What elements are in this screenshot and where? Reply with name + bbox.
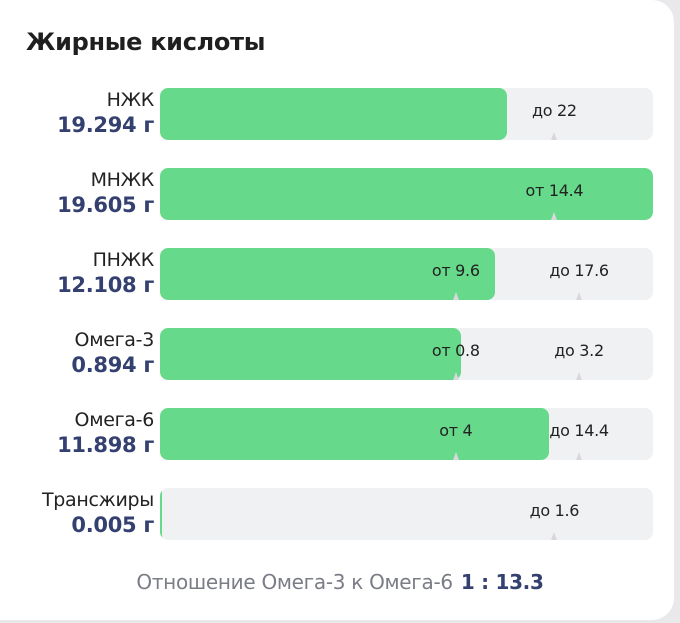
range-marker-label: от 0.8 (431, 341, 480, 360)
progress-track: до 22 (160, 88, 653, 140)
nutrient-row: Омега-3 0.894 г от 0.8 до 3.2 (0, 328, 680, 382)
range-marker-label: от 9.6 (431, 261, 480, 280)
range-marker-icon (551, 132, 558, 140)
nutrient-value: 19.605 г (57, 193, 154, 217)
range-marker-icon (576, 292, 583, 300)
omega-ratio-value: 1 : 13.3 (460, 570, 544, 594)
nutrient-value: 0.005 г (71, 513, 154, 537)
nutrient-row: Трансжиры 0.005 г до 1.6 (0, 488, 680, 542)
progress-fill (160, 88, 508, 140)
nutrient-name: Трансжиры (41, 489, 154, 511)
range-marker-icon (551, 532, 558, 540)
nutrient-label: Омега-6 11.898 г (57, 408, 154, 458)
nutrient-label: Омега-3 0.894 г (71, 328, 154, 378)
range-marker-label: до 1.6 (529, 501, 580, 520)
nutrient-label: НЖК 19.294 г (57, 88, 154, 138)
omega-ratio: Отношение Омега-3 к Омега-6 1 : 13.3 (0, 570, 680, 594)
nutrient-label: Трансжиры 0.005 г (42, 488, 154, 538)
range-marker-icon (576, 372, 583, 380)
range-marker-label: до 14.4 (549, 421, 609, 440)
nutrient-name: НЖК (106, 89, 155, 111)
range-marker-label: до 3.2 (554, 341, 604, 360)
range-marker-label: до 17.6 (549, 261, 609, 280)
progress-track: от 9.6 до 17.6 (160, 248, 653, 300)
range-marker-icon (551, 212, 558, 220)
nutrient-value: 11.898 г (57, 433, 154, 457)
progress-track: до 1.6 (160, 488, 653, 540)
nutrient-value: 0.894 г (71, 353, 154, 377)
nutrient-name: МНЖК (90, 169, 155, 191)
nutrient-row: Омега-6 11.898 г от 4 до 14.4 (0, 408, 680, 462)
range-marker-icon (576, 452, 583, 460)
nutrient-label: МНЖК 19.605 г (57, 168, 154, 218)
progress-track: от 4 до 14.4 (160, 408, 653, 460)
nutrient-value: 12.108 г (57, 273, 154, 297)
nutrient-row: ПНЖК 12.108 г от 9.6 до 17.6 (0, 248, 680, 302)
range-marker-icon (452, 372, 459, 380)
nutrient-row: МНЖК 19.605 г от 14.4 (0, 168, 680, 222)
progress-fill (160, 328, 461, 380)
nutrient-label: ПНЖК 12.108 г (57, 248, 154, 298)
range-marker-label: от 14.4 (525, 181, 584, 200)
range-marker-icon (452, 292, 459, 300)
progress-fill (160, 408, 550, 460)
nutrient-name: Омега-3 (74, 329, 155, 351)
range-marker-label: до 22 (531, 101, 577, 120)
nutrient-name: ПНЖК (92, 249, 155, 271)
range-marker-icon (452, 452, 459, 460)
nutrient-row: НЖК 19.294 г до 22 (0, 88, 680, 142)
range-marker-label: от 4 (439, 421, 473, 440)
progress-fill (160, 488, 162, 540)
progress-fill (160, 248, 496, 300)
progress-track: от 14.4 (160, 168, 653, 220)
progress-fill (160, 168, 653, 220)
nutrient-value: 19.294 г (57, 113, 154, 137)
nutrient-name: Омега-6 (74, 409, 155, 431)
progress-track: от 0.8 до 3.2 (160, 328, 653, 380)
card-title: Жирные кислоты (26, 28, 266, 56)
omega-ratio-label: Отношение Омега-3 к Омега-6 (136, 570, 453, 594)
